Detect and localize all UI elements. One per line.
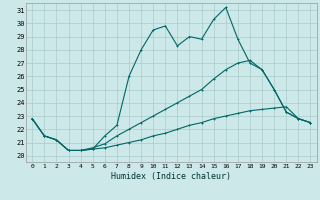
X-axis label: Humidex (Indice chaleur): Humidex (Indice chaleur): [111, 172, 231, 181]
